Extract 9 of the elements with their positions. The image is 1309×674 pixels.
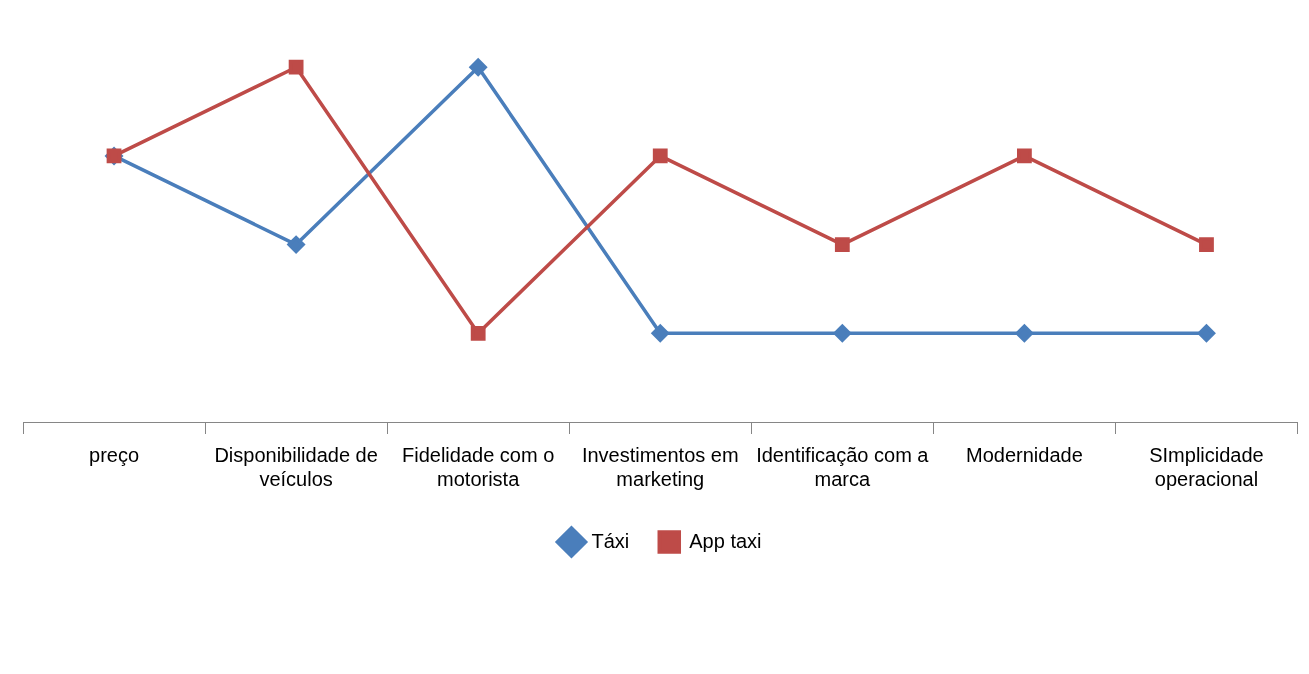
legend-label: App taxi (689, 529, 762, 552)
x-tick-label: SImplicidade operacional (1149, 443, 1264, 490)
x-tick-label: Modernidade (966, 443, 1083, 466)
x-tick-label: Identificação com a marca (756, 443, 930, 490)
x-tick-label: Fidelidade com o motorista (402, 443, 555, 490)
x-tick-label: Investimentos em marketing (581, 443, 739, 490)
legend-label: Táxi (591, 529, 630, 552)
x-tick-label: preço (89, 443, 140, 466)
x-tick-label: Disponibilidade de veículos (214, 443, 378, 490)
